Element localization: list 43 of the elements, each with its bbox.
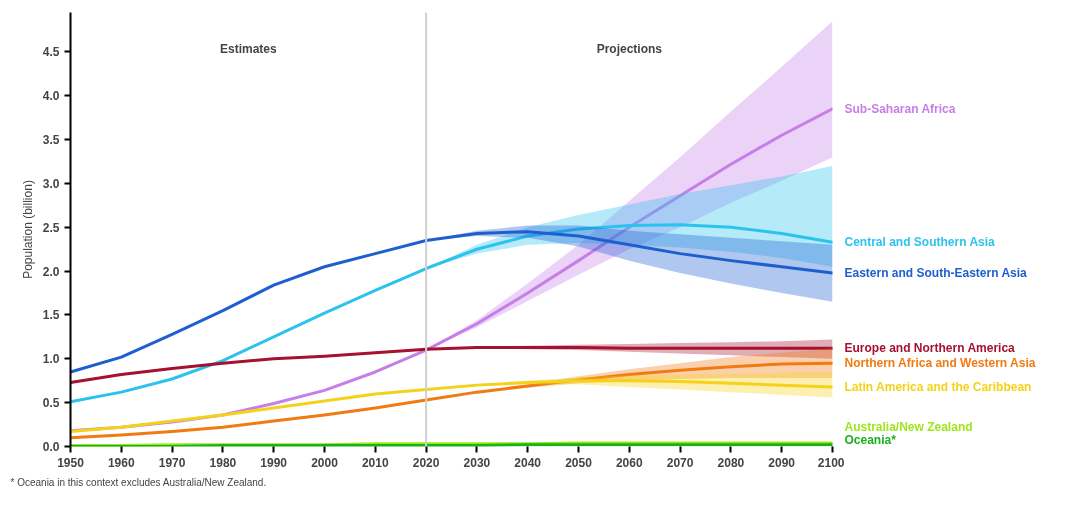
series-label: Eastern and South-Eastern Asia [844, 265, 1028, 280]
y-tick-label: 2.5 [42, 220, 60, 235]
line-series [70, 379, 833, 434]
annotation: Estimates [219, 41, 277, 56]
x-tick-label: 2070 [666, 455, 694, 470]
x-tick-label: 2030 [463, 455, 491, 470]
x-tick-label: 2100 [817, 455, 845, 470]
y-axis-title: Population (billion) [20, 180, 35, 279]
annotation: Projections [596, 41, 663, 56]
y-tick-label: 1.0 [42, 352, 60, 367]
line-series [70, 345, 833, 384]
x-tick-label: 2010 [361, 455, 389, 470]
x-tick-label: 1990 [260, 455, 288, 470]
line-series [70, 223, 833, 404]
x-tick-label: 2090 [768, 455, 796, 470]
y-tick-label: 2.0 [42, 264, 60, 279]
y-tick-label: 3.5 [42, 133, 60, 148]
line-series [70, 361, 833, 440]
y-tick-label: 3.0 [42, 176, 60, 191]
x-tick-label: 2080 [717, 455, 745, 470]
series-label: Northern Africa and Western Asia [844, 356, 1036, 371]
x-tick-label: 2050 [565, 455, 593, 470]
series-label: Central and Southern Asia [844, 235, 996, 250]
x-tick-label: 1980 [209, 455, 237, 470]
y-tick-label: 4.0 [42, 89, 60, 104]
x-tick-label: 2040 [514, 455, 542, 470]
y-tick-label: 0.0 [42, 440, 60, 454]
y-tick-label: 1.5 [42, 308, 60, 323]
x-tick-label: 1970 [158, 455, 186, 470]
y-tick-label: 0.5 [42, 396, 60, 411]
series-label: Sub-Saharan Africa [844, 101, 956, 116]
x-tick-label: 1950 [57, 455, 85, 470]
text: * Oceania in this context excludes Australia/New Zealand. [10, 476, 267, 488]
series-label: Europe and Northern America [844, 341, 1016, 356]
y-tick-label: 4.5 [42, 45, 60, 60]
line-series [70, 230, 833, 374]
x-tick-label: 1960 [107, 455, 135, 470]
x-tick-label: 2060 [615, 455, 643, 470]
series-label: Oceania* [844, 432, 897, 447]
x-tick-label: 2020 [412, 455, 440, 470]
x-tick-label: 2000 [311, 455, 339, 470]
series-label: Australia/New Zealand [844, 419, 973, 434]
series-label: Latin America and the Caribbean [844, 379, 1032, 394]
